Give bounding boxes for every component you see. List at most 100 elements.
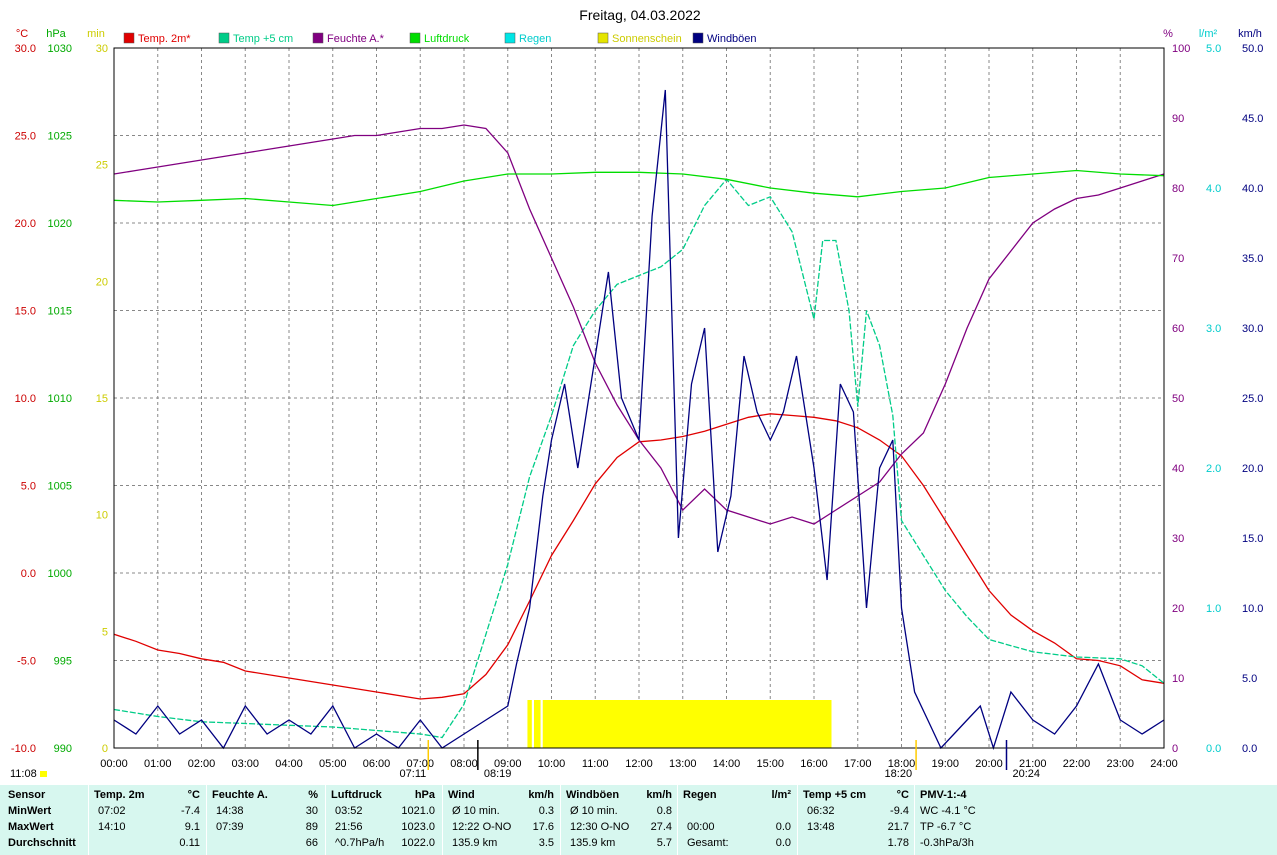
wind-tick-label: 0.0 — [1242, 743, 1257, 755]
stats-cell-label: 135.9 km — [570, 837, 616, 849]
temp-tick-label: 0.0 — [21, 568, 36, 580]
stats-row-label: Durchschnitt — [8, 837, 76, 849]
wind-tick-label: 35.0 — [1242, 253, 1263, 265]
x-tick-label: 04:00 — [275, 758, 303, 770]
x-tick-label: 06:00 — [363, 758, 391, 770]
rain-tick-label: 5.0 — [1206, 43, 1221, 55]
temp-tick-label: 10.0 — [15, 393, 36, 405]
wind-unit-label: km/h — [1238, 28, 1262, 40]
series-line — [113, 89, 1165, 751]
stats-cell-label: Gesamt: — [687, 837, 729, 849]
x-tick-label: 19:00 — [931, 758, 959, 770]
stats-col-header: Temp +5 cm — [803, 789, 867, 801]
stats-cell-value: 1022.0 — [401, 837, 435, 849]
rain-tick-label: 3.0 — [1206, 323, 1221, 335]
stats-separator — [914, 785, 915, 855]
wind-tick-label: 45.0 — [1242, 113, 1263, 125]
x-tick-label: 15:00 — [756, 758, 784, 770]
legend-swatch — [312, 32, 324, 44]
stats-cell-value: 30 — [305, 805, 318, 817]
x-tick-label: 02:00 — [188, 758, 216, 770]
stats-row-label: MinWert — [8, 805, 52, 817]
wind-tick-label: 40.0 — [1242, 183, 1263, 195]
x-tick-label: 14:00 — [713, 758, 741, 770]
chart-grid — [114, 48, 1164, 748]
humidity-tick-label: 100 — [1172, 43, 1190, 55]
x-tick-label: 11:00 — [582, 758, 609, 770]
x-tick-label: 23:00 — [1106, 758, 1134, 770]
temp-tick-label: -5.0 — [17, 656, 36, 668]
rain-tick-label: 0.0 — [1206, 743, 1221, 755]
stats-col-header: Temp. 2m — [94, 789, 145, 801]
stats-cell-label: 135.9 km — [452, 837, 498, 849]
humidity-tick-label: 80 — [1172, 183, 1184, 195]
x-tick-label: 09:00 — [494, 758, 522, 770]
legend-swatch — [504, 32, 516, 44]
x-tick-label: 07:00 — [406, 758, 434, 770]
stats-cell-value: 0.11 — [179, 837, 200, 849]
humidity-tick-label: 50 — [1172, 393, 1184, 405]
legend-swatch — [597, 32, 609, 44]
pressure-tick-label: 1025 — [48, 131, 72, 143]
x-tick-label: 24:00 — [1150, 758, 1178, 770]
x-tick-label: 18:00 — [888, 758, 916, 770]
x-tick-label: 00:00 — [100, 758, 128, 770]
marker-label: 20:24 — [1013, 768, 1041, 780]
legend-swatch — [692, 32, 704, 44]
pressure-tick-label: 1000 — [48, 568, 72, 580]
stats-cell-value: 89 — [305, 821, 318, 833]
humidity-unit-label: % — [1163, 28, 1173, 40]
stats-col-header: Luftdruck — [331, 789, 382, 801]
marker-left-dot — [40, 771, 47, 777]
stats-col-unit: °C — [896, 789, 909, 801]
stats-cell-value: 27.4 — [650, 821, 672, 833]
weather-chart: 30.025.020.015.010.05.00.0-5.0-10.0°C103… — [10, 7, 1263, 780]
pressure-tick-label: 995 — [54, 656, 72, 668]
sunshine-tick-label: 30 — [96, 43, 108, 55]
humidity-tick-label: 40 — [1172, 463, 1184, 475]
wind-tick-label: 30.0 — [1242, 323, 1263, 335]
chart-legend: Temp. 2m* Temp +5 cm Feuchte A.* Luftdruck R… — [123, 32, 757, 45]
rain-tick-label: 1.0 — [1206, 603, 1221, 615]
humidity-tick-label: 90 — [1172, 113, 1184, 125]
legend-label: Luftdruck — [424, 33, 470, 45]
pressure-tick-label: 1020 — [48, 218, 72, 230]
stats-cell-label: 12:22 O-NO — [452, 821, 512, 833]
legend-swatch — [123, 32, 135, 44]
stats-cell-value: 21.7 — [887, 821, 909, 833]
stats-cell-label: 13:48 — [807, 821, 835, 833]
temp-tick-label: -10.0 — [11, 743, 36, 755]
humidity-tick-label: 30 — [1172, 533, 1184, 545]
sunshine-bar — [542, 700, 832, 748]
wind-tick-label: 15.0 — [1242, 533, 1263, 545]
stats-cell-label: 14:38 — [216, 805, 244, 817]
x-tick-label: 21:00 — [1019, 758, 1047, 770]
sunshine-tick-label: 10 — [96, 510, 108, 522]
stats-cell-label: Ø 10 min. — [570, 805, 618, 817]
stats-cell-value: 0.0 — [775, 837, 791, 849]
stats-cell-value: 1021.0 — [401, 805, 435, 817]
wind-tick-label: 25.0 — [1242, 393, 1263, 405]
sunshine-tick-label: 15 — [96, 393, 108, 405]
stats-table: Sensor MinWert MaxWert Durchschnitt Temp. 2m… — [0, 785, 1277, 855]
stats-col-unit: km/h — [528, 789, 554, 801]
series-line — [113, 169, 1165, 207]
humidity-tick-label: 70 — [1172, 253, 1184, 265]
stats-col-header: Feuchte A. — [212, 789, 268, 801]
x-tick-label: 08:00 — [450, 758, 478, 770]
x-tick-label: 17:00 — [844, 758, 872, 770]
stats-cell-label: 12:30 O-NO — [570, 821, 630, 833]
stats-separator — [677, 785, 678, 855]
rain-unit-label: l/m² — [1199, 28, 1218, 40]
pressure-tick-label: 990 — [54, 743, 72, 755]
stats-cell-value: -9.4 — [890, 805, 909, 817]
stats-pmv-header: PMV-1:-4 — [920, 789, 967, 801]
stats-separator — [88, 785, 89, 855]
x-tick-label: 20:00 — [975, 758, 1003, 770]
pressure-unit-label: hPa — [46, 28, 66, 40]
marker-left-top: 11:08 — [10, 768, 37, 780]
wind-tick-label: 5.0 — [1242, 673, 1257, 685]
temp-tick-label: 15.0 — [15, 306, 36, 318]
stats-col-unit: hPa — [414, 789, 435, 801]
x-tick-label: 05:00 — [319, 758, 347, 770]
